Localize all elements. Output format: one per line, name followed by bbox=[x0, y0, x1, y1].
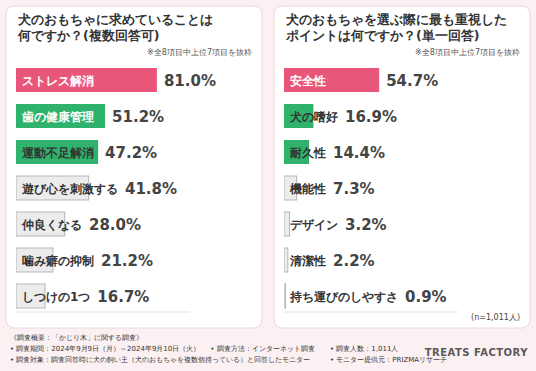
value-label: 81.0% bbox=[164, 72, 216, 90]
bars bbox=[284, 68, 379, 308]
bar bbox=[284, 284, 286, 308]
subtitle: ※全8項目中上位7項目を抜粋 bbox=[147, 48, 252, 57]
canvas: 犬のおもちゃに求めていることは何ですか？(複数回答可) ※全8項目中上位7項目を抜… bbox=[0, 0, 536, 371]
panel-frame bbox=[274, 6, 530, 328]
category-label: 犬の嗜好 bbox=[289, 110, 338, 124]
value-label: 16.7% bbox=[97, 288, 149, 306]
category-label: 機能性 bbox=[289, 182, 326, 196]
category-label: 清潔性 bbox=[289, 254, 326, 268]
source-item: • 調査対象：調査回答時に犬の飼い主（犬のおもちゃを複数個持っている）と回答した… bbox=[10, 356, 310, 364]
source-heading: 《調査概要：「かじり木」に関する調査》 bbox=[10, 334, 143, 342]
category-label: デザイン bbox=[290, 218, 338, 232]
value-label: 7.3% bbox=[333, 180, 375, 198]
value-label: 51.2% bbox=[112, 108, 164, 126]
category-label: 歯の健康管理 bbox=[21, 110, 94, 124]
category-label: 持ち運びのしやすさ bbox=[289, 290, 398, 304]
panel: 犬のおもちゃを選ぶ際に最も重視したポイントは何ですか？(単一回答) ※全8項目中上… bbox=[274, 6, 530, 328]
value-label: 41.8% bbox=[125, 180, 177, 198]
category-label: 耐久性 bbox=[290, 146, 326, 160]
bar bbox=[16, 68, 157, 92]
source: 《調査概要：「かじり木」に関する調査》 • 調査期間：2024年9月9日（月）～2… bbox=[10, 334, 528, 364]
category-label: 仲良くなる bbox=[21, 218, 82, 232]
bar bbox=[284, 212, 290, 236]
value-label: 28.0% bbox=[89, 216, 141, 234]
axis-line bbox=[16, 312, 190, 313]
bar bbox=[284, 248, 288, 272]
axis-line bbox=[284, 312, 458, 313]
title-line: 何ですか？(複数回答可) bbox=[17, 28, 159, 43]
title: 犬のおもちゃに求めていることは何ですか？(複数回答可) bbox=[17, 12, 213, 43]
value-label: 16.9% bbox=[345, 108, 397, 126]
panel: 犬のおもちゃに求めていることは何ですか？(複数回答可) ※全8項目中上位7項目を抜… bbox=[6, 6, 262, 328]
title-line: 犬のおもちゃに求めていることは bbox=[18, 12, 213, 27]
title-line: ポイントは何ですか？(単一回答) bbox=[285, 28, 479, 43]
category-label: 噛み癖の抑制 bbox=[22, 254, 94, 268]
labels: ストレス解消 81.0% 歯の健康管理 51.2% 運動不足解消 47.2% 遊び心を刺激す… bbox=[21, 72, 216, 306]
title: 犬のおもちゃを選ぶ際に最も重視したポイントは何ですか？(単一回答) bbox=[285, 12, 507, 43]
value-label: 0.9% bbox=[405, 288, 447, 306]
value-label: 3.2% bbox=[345, 216, 387, 234]
category-label: 遊び心を刺激する bbox=[22, 182, 118, 196]
source-item: • 調査方法：インターネット調査 bbox=[210, 345, 314, 353]
title-line: 犬のおもちゃを選ぶ際に最も重視した bbox=[286, 12, 507, 27]
bar bbox=[16, 104, 105, 128]
category-label: しつけの1つ bbox=[22, 290, 90, 304]
bar bbox=[284, 68, 379, 92]
value-label: 14.4% bbox=[333, 144, 385, 162]
panel-frame bbox=[6, 6, 262, 328]
annotation: (n=1,011人) bbox=[471, 313, 520, 322]
value-label: 2.2% bbox=[333, 252, 375, 270]
bar bbox=[16, 140, 98, 164]
category-label: ストレス解消 bbox=[22, 74, 94, 88]
logo: TREATS FACTORY bbox=[425, 347, 529, 358]
background bbox=[0, 0, 536, 371]
value-label: 47.2% bbox=[105, 144, 157, 162]
category-label: 運動不足解消 bbox=[21, 146, 94, 160]
category-label: 安全性 bbox=[290, 74, 326, 88]
value-label: 54.7% bbox=[386, 72, 438, 90]
labels: 安全性 54.7% 犬の嗜好 16.9% 耐久性 14.4% 機能性 7.3% デザイン 3.2%… bbox=[289, 72, 447, 306]
source-item: • 調査期間：2024年9月9日（月）～2024年9月10日（火） bbox=[10, 345, 200, 353]
value-label: 21.2% bbox=[101, 252, 153, 270]
subtitle: ※全8項目中上位7項目を抜粋 bbox=[415, 48, 520, 57]
source-item: • 調査人数：1,011人 bbox=[330, 345, 398, 353]
